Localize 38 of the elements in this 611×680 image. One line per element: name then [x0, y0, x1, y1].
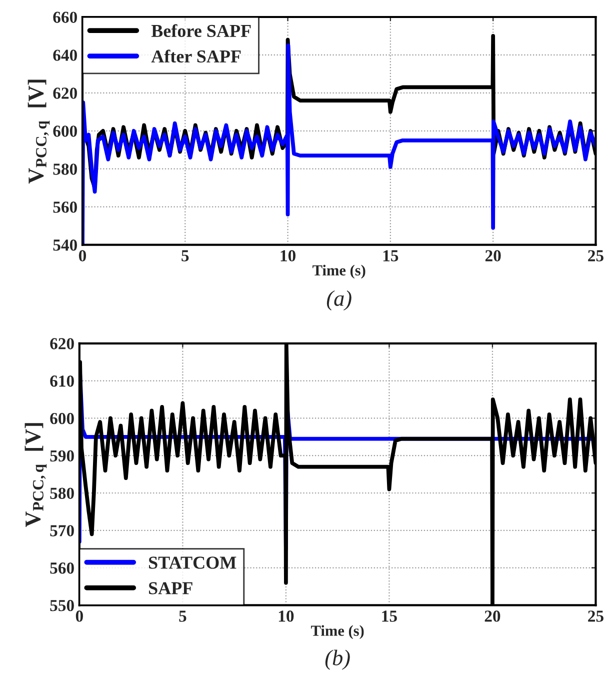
y-tick-label: 640	[53, 50, 77, 61]
legend-label: STATCOM	[149, 556, 236, 569]
x-tick-label: 25	[588, 250, 604, 262]
x-tick-label: 15	[382, 610, 397, 622]
x-tick-label: 10	[278, 610, 294, 622]
y-axis-title: V$_{PCC,q}$ [V]	[28, 80, 50, 184]
x-tick-label: 15	[383, 250, 398, 262]
y-tick-label: 620	[53, 88, 77, 99]
line-series	[79, 343, 596, 606]
y-tick-label: 560	[53, 202, 77, 213]
x-tick-label: 20	[484, 610, 500, 622]
x-tick-label: 20	[485, 250, 501, 262]
y-tick-label: 590	[50, 450, 74, 462]
x-tick-label: 0	[78, 250, 86, 262]
x-tick-label: 5	[179, 610, 186, 622]
y-tick-label: 580	[50, 488, 74, 499]
text: (a)	[326, 290, 352, 311]
y-tick-label: 580	[53, 164, 77, 175]
x-axis-title: Time (s)	[311, 625, 364, 640]
x-tick-label: 0	[76, 610, 83, 622]
x-tick-label: 25	[588, 610, 604, 622]
y-tick-label: 600	[50, 412, 74, 424]
text: (b)	[325, 650, 350, 670]
x-axis-title: Time (s)	[312, 264, 366, 279]
y-tick-label: 600	[53, 126, 77, 137]
y-tick-label: 620	[50, 338, 74, 350]
legend-label: Before SAPF	[151, 24, 251, 38]
y-tick-label: 560	[50, 562, 74, 574]
x-tick-label: 5	[182, 250, 189, 262]
x-tick-label: 10	[280, 250, 296, 262]
legend-label: SAPF	[149, 582, 192, 594]
y-tick-label: 550	[50, 600, 74, 612]
y-tick-label: 660	[53, 12, 77, 23]
y-tick-label: 610	[50, 376, 74, 387]
y-tick-label: 540	[53, 240, 77, 251]
y-tick-label: 570	[50, 525, 74, 536]
y-axis-title: V$_{PCC,q}$ [V]	[24, 423, 47, 528]
legend-label: After SAPF	[151, 50, 241, 63]
